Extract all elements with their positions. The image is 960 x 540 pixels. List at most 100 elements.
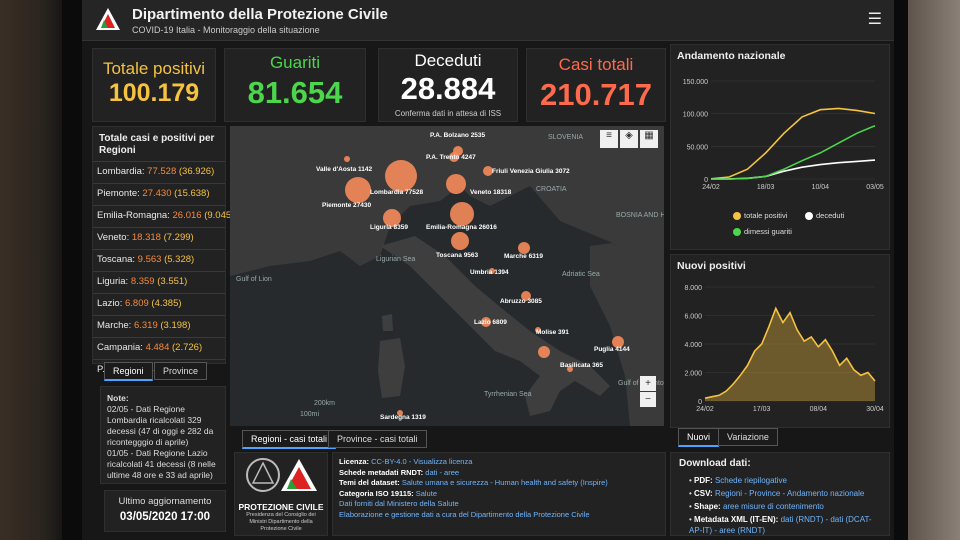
map-label: 100mi	[300, 411, 320, 418]
region-bubble[interactable]	[535, 327, 541, 333]
stat-card-deceduti: Deceduti 28.884 Conferma dati in attesa …	[378, 48, 518, 122]
last-update-panel: Ultimo aggiornamento 03/05/2020 17:00	[104, 490, 226, 532]
map-canvas[interactable]	[230, 126, 664, 426]
map-label: Lombardia 77528	[370, 189, 424, 196]
tab-nuovi[interactable]: Nuovi	[678, 428, 720, 447]
national-trend-chart[interactable]: 150.000 100.000 50.000 024/02 18/03 10/04 03/0…	[671, 65, 889, 215]
region-row[interactable]: Emilia-Romagna: 26.016 (9.045)	[93, 205, 234, 227]
license-value[interactable]: Elaborazione e gestione dati a cura del …	[339, 509, 590, 519]
tab-regioni[interactable]: Regioni	[104, 362, 153, 381]
land-northern	[230, 126, 664, 276]
license-value[interactable]: CC-BY-4.0 - Visualizza licenza	[371, 457, 473, 466]
last-update-value: 03/05/2020 17:00	[119, 511, 211, 523]
region-positives: (36.926)	[178, 166, 215, 177]
region-row[interactable]: Liguria: 8.359 (3.551)	[93, 271, 225, 293]
region-bubble[interactable]	[521, 291, 531, 301]
layers-icon[interactable]: ◈	[620, 130, 638, 148]
tab-province-casi-totali[interactable]: Province - casi totali	[328, 430, 427, 448]
license-key: Schede metadati RNDT:	[339, 467, 424, 477]
region-bubble[interactable]	[518, 242, 530, 254]
region-name: Marche:	[97, 320, 132, 331]
region-bubble[interactable]	[385, 160, 417, 192]
license-key: Temi del dataset:	[339, 478, 400, 487]
region-row[interactable]: Lazio: 6.809 (4.385)	[93, 293, 225, 315]
region-row[interactable]: Marche: 6.319 (3.198)	[93, 315, 225, 337]
license-value[interactable]: Salute	[415, 488, 437, 498]
download-link[interactable]: Regioni - Province - Andamento nazionale	[714, 489, 865, 498]
series-line[interactable]	[711, 124, 876, 180]
region-bubble[interactable]	[397, 410, 403, 416]
region-name: Lazio:	[97, 298, 123, 309]
region-bubble[interactable]	[446, 174, 466, 194]
list-icon[interactable]: ≡	[600, 130, 618, 148]
region-bubble[interactable]	[344, 156, 350, 162]
license-line: Schede metadati RNDT: dati - aree	[339, 468, 659, 479]
land-sardinia	[378, 338, 405, 398]
region-bubble[interactable]	[449, 152, 459, 162]
legend-dot-icon	[733, 212, 741, 221]
map-label: Liguria 8359	[370, 224, 408, 231]
region-positives: (4.385)	[151, 298, 182, 309]
hamburger-menu-icon[interactable]: ☰	[867, 11, 882, 28]
region-cases: 27.430	[142, 188, 172, 199]
tab-regioni-casi-totali[interactable]: Regioni - casi totali	[242, 430, 337, 449]
tab-province[interactable]: Province	[154, 362, 208, 380]
y-tick-label: 8.000	[684, 285, 702, 292]
zoom-in-button[interactable]: +	[640, 376, 656, 391]
region-bubble[interactable]	[450, 202, 474, 226]
download-link[interactable]: dati (RNDT) - dati (DCAT-AP-IT) - aree (…	[689, 515, 872, 535]
region-bubble[interactable]	[481, 317, 491, 327]
map-label: Umbria 1394	[470, 269, 509, 276]
region-bubble[interactable]	[612, 336, 624, 348]
national-trend-panel: Andamento nazionale 150.000 100.000 50.000…	[670, 44, 890, 250]
region-positives: (3.551)	[157, 276, 188, 287]
region-bubble[interactable]	[567, 366, 573, 372]
region-row[interactable]: Toscana: 9.563 (5.328)	[93, 249, 225, 271]
region-bubble[interactable]	[383, 209, 401, 227]
stat-value: 28.884	[400, 71, 496, 106]
map-label: Basilicata 365	[560, 362, 604, 369]
download-link[interactable]: aree misure di contenimento	[722, 502, 824, 511]
region-bubble[interactable]	[489, 268, 495, 274]
map-panel[interactable]: P.A. Bolzano 2535 SLOVENIA P.A. Trento 424…	[230, 126, 664, 426]
map-label: Piemonte 27430	[322, 202, 372, 209]
license-value[interactable]: dati - aree	[425, 467, 460, 477]
series-line[interactable]	[704, 306, 876, 399]
region-bubble[interactable]	[538, 346, 550, 358]
region-cases: 6.809	[125, 298, 149, 309]
note-line: 02/05 - Dati Regione Lombardia ricalcola…	[107, 404, 214, 447]
region-name: Campania:	[97, 342, 143, 353]
region-row[interactable]: Piemonte: 27.430 (15.638)	[93, 183, 225, 205]
license-panel: Licenza: CC-BY-4.0 - Visualizza licenza S…	[332, 452, 666, 536]
stat-card-totale-positivi: Totale positivi 100.179	[92, 48, 216, 122]
zoom-out-button[interactable]: −	[640, 392, 656, 407]
series-line[interactable]	[710, 159, 876, 180]
stat-card-casi-totali: Casi totali 210.717	[526, 48, 666, 122]
region-row[interactable]: Veneto: 18.318 (7.299)	[93, 227, 225, 249]
license-value[interactable]: Dati forniti dal Ministero della Salute	[339, 499, 459, 508]
background-left	[0, 0, 70, 540]
x-tick-label: 08/04	[810, 406, 828, 413]
map-label: Sardegna 1319	[380, 414, 426, 421]
new-positives-chart[interactable]: 8.000 6.000 4.000 2.000 024/02 17/03 08/04 30/0…	[671, 273, 889, 423]
series-line[interactable]	[710, 107, 876, 180]
download-link[interactable]: Schede riepilogative	[714, 476, 787, 485]
basemap-icon[interactable]: ▦	[640, 130, 658, 148]
region-row[interactable]: Lombardia: 77.528 (36.926)	[93, 161, 225, 183]
x-tick-label: 24/02	[696, 406, 714, 413]
legend-item[interactable]: totale positivi	[733, 211, 787, 221]
region-bubble[interactable]	[451, 232, 469, 250]
stat-note: Conferma dati in attesa di ISS	[394, 109, 502, 118]
tab-variazione[interactable]: Variazione	[718, 428, 778, 446]
legend-item[interactable]: dimessi guariti	[733, 227, 792, 237]
regions-list[interactable]: Lombardia: 77.528 (36.926) Piemonte: 27.4…	[93, 161, 234, 381]
region-row[interactable]: Campania: 4.484 (2.726)	[93, 337, 225, 359]
x-tick-label: 24/02	[702, 184, 720, 191]
region-bubble[interactable]	[483, 166, 493, 176]
legend-item[interactable]: deceduti	[805, 211, 844, 221]
region-bubble[interactable]	[345, 177, 371, 203]
app-subtitle: COVID-19 Italia - Monitoraggio della sit…	[132, 25, 320, 35]
license-value[interactable]: Salute umana e sicurezza - Human health …	[401, 478, 608, 487]
license-line: Dati forniti dal Ministero della Salute	[339, 499, 659, 510]
map-label: Abruzzo 3085	[500, 298, 542, 305]
